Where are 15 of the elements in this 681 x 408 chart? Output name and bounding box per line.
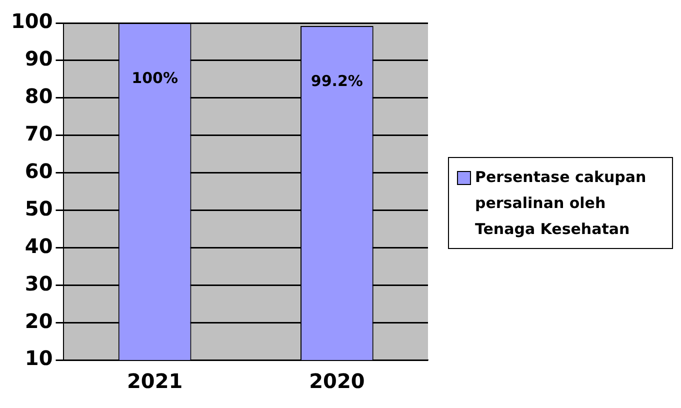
x-tick-label: 2020 (309, 369, 365, 394)
y-tick-label: 50 (24, 196, 53, 220)
y-tick-label: 60 (24, 158, 53, 183)
y-tick-label: 30 (24, 271, 53, 296)
data-label: 100% (132, 69, 178, 87)
y-tick-label: 80 (24, 84, 53, 108)
x-tick-label: 2021 (126, 369, 183, 394)
data-label: 99.2% (310, 72, 363, 90)
y-tick-label: 40 (24, 234, 53, 258)
y-tick-label: 70 (24, 122, 53, 146)
y-tick-label: 10 (24, 346, 53, 370)
legend-label: Persentase cakupan persalinan oleh Tenaga Kesehatan (475, 167, 648, 240)
y-tick-label: 90 (24, 46, 53, 71)
y-tick-label: 100 (11, 9, 53, 34)
y-tick-label: 20 (24, 308, 53, 333)
